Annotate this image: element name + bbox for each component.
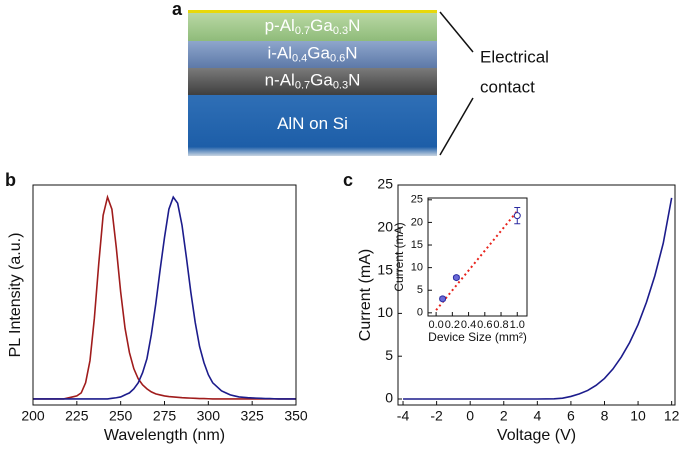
data-point (439, 295, 447, 303)
layer-label: p-Al0.7Ga0.3N (265, 16, 361, 36)
y-tick-label: 5 (417, 284, 423, 296)
x-tick-label: -2 (430, 408, 443, 424)
y-tick-label: 5 (385, 347, 393, 363)
curve (33, 194, 296, 400)
label-part: 0.7 (295, 25, 310, 37)
x-tick-label: 225 (65, 408, 89, 424)
contact-label: contact (480, 77, 535, 96)
x-tick-label: 0 (466, 408, 474, 424)
y-axis-label: Current (mA) (357, 249, 374, 341)
label-part: Ga (310, 16, 333, 35)
label-part: 0.4 (292, 52, 307, 64)
bracket-line (439, 97, 474, 156)
y-axis-label: PL Intensity (a.u.) (7, 233, 24, 358)
panel-label: b (5, 170, 16, 190)
x-tick-label: 6 (567, 408, 575, 424)
x-axis-label: Wavelength (nm) (104, 427, 225, 444)
label-part: 0.3 (333, 79, 348, 91)
layer-label: i-Al0.4Ga0.6N (267, 44, 357, 64)
panel-label: c (343, 170, 353, 190)
x-tick-label: 2 (500, 408, 508, 424)
x-tick-label: 325 (240, 408, 264, 424)
layer (188, 95, 437, 156)
y-tick-label: 25 (411, 194, 423, 206)
plot-frame (427, 197, 528, 317)
y-tick-label: 10 (377, 304, 393, 320)
y-tick-label: 25 (377, 176, 393, 192)
curve (33, 195, 296, 400)
x-tick-label: 0.0 (428, 319, 443, 331)
label-part: N (345, 44, 357, 63)
plot-frame (397, 184, 676, 406)
layer-label: AlN on Si (277, 114, 348, 133)
y-tick-label: 10 (411, 262, 423, 274)
x-tick-label: 0.8 (493, 319, 508, 331)
x-tick-label: 0.2 (445, 319, 460, 331)
x-tick-label: 275 (153, 408, 177, 424)
x-tick-label: -4 (397, 408, 410, 424)
label-part: AlN on Si (277, 114, 348, 133)
x-axis-label: Device Size (mm²) (428, 330, 527, 344)
x-tick-label: 0.4 (461, 319, 476, 331)
x-tick-label: 1.0 (510, 319, 525, 331)
contact-label: Electrical (480, 47, 549, 66)
x-tick-label: 0.6 (477, 319, 492, 331)
y-tick-label: 20 (377, 219, 393, 235)
layer (188, 41, 437, 68)
curve (403, 197, 673, 400)
label-part: Ga (307, 44, 330, 63)
x-tick-label: 4 (533, 408, 541, 424)
label-part: 0.6 (330, 52, 345, 64)
layer (188, 68, 437, 95)
x-tick-label: 300 (197, 408, 221, 424)
y-tick-label: 20 (411, 216, 423, 228)
label-part: Ga (310, 71, 333, 90)
x-tick-label: 12 (664, 408, 680, 424)
x-tick-label: 200 (21, 408, 45, 424)
label-part: p-Al (265, 16, 295, 35)
y-axis-label: Current (mA) (392, 222, 406, 291)
layer-stack: a Electrical contact (172, 0, 549, 156)
y-tick-label: 15 (411, 239, 423, 251)
x-axis-label: Voltage (V) (497, 427, 576, 444)
contact-layer (188, 10, 437, 13)
data-point (452, 274, 460, 282)
y-tick-label: 0 (417, 307, 423, 319)
label-part: 0.7 (295, 79, 310, 91)
x-tick-label: 8 (601, 408, 609, 424)
bracket-line (439, 11, 474, 53)
label-part: i-Al (267, 44, 292, 63)
x-tick-label: 10 (630, 408, 646, 424)
y-tick-label: 0 (385, 390, 393, 406)
fit-line (435, 210, 519, 311)
label-part: 0.3 (333, 25, 348, 37)
label-part: N (348, 71, 360, 90)
layer (188, 13, 437, 41)
label-part: N (348, 16, 360, 35)
data-point (513, 212, 521, 220)
x-tick-label: 250 (109, 408, 133, 424)
label-part: n-Al (265, 71, 295, 90)
panel-label: a (172, 0, 183, 19)
y-tick-label: 15 (377, 261, 393, 277)
x-tick-label: 350 (284, 408, 308, 424)
layer-label: n-Al0.7Ga0.3N (265, 71, 361, 91)
plot-frame (32, 184, 297, 406)
